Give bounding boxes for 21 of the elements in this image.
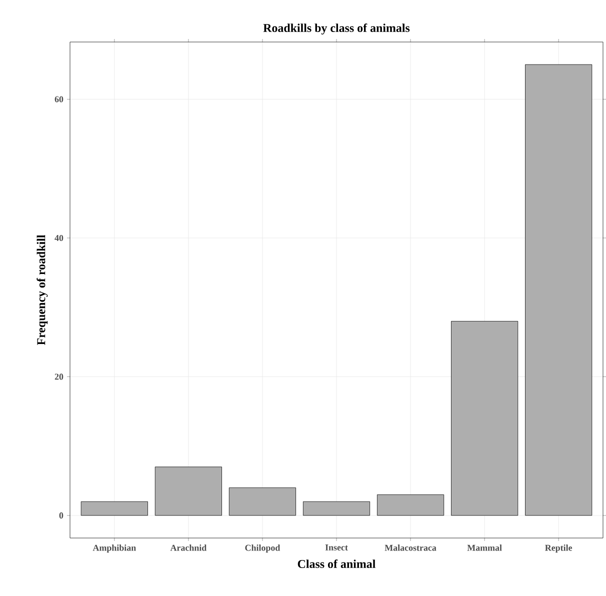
y-tick-label: 40: [54, 234, 64, 241]
y-tick-label: 60: [54, 96, 64, 102]
bar: [525, 64, 592, 516]
x-tick-label: Chilopod: [245, 544, 280, 553]
x-axis-title: Class of animal: [298, 559, 376, 568]
bar: [80, 501, 148, 516]
chart-title: Roadkills by class of animals: [263, 23, 410, 34]
x-tick-label: Amphibian: [92, 544, 136, 553]
x-tick-label: Arachnid: [170, 544, 207, 551]
bar: [154, 466, 222, 516]
x-tick-label: Malacostraca: [384, 544, 436, 551]
bar: [302, 501, 370, 516]
bar: [228, 488, 296, 516]
bar: [377, 494, 444, 516]
x-tick-label: Mammal: [467, 544, 502, 551]
bar: [451, 321, 518, 516]
x-tick-label: Insect: [325, 544, 348, 550]
y-tick-label: 20: [54, 374, 64, 380]
x-tick-label: Reptile: [545, 544, 572, 553]
y-axis-title: Frequency of roadkill: [36, 234, 48, 346]
y-tick-label: 0: [59, 512, 64, 518]
